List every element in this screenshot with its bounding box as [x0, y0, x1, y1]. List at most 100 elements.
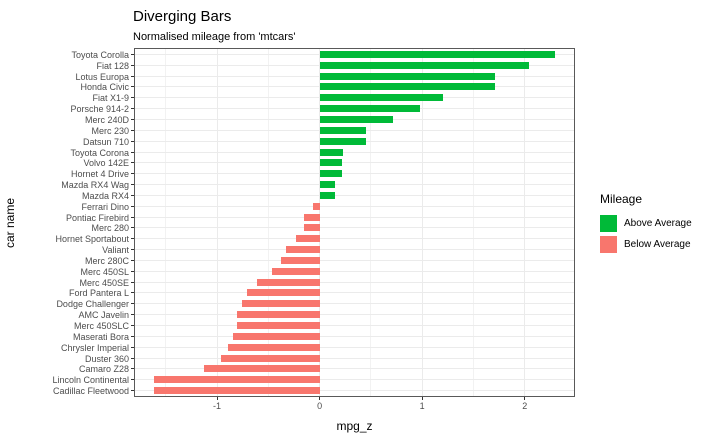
y-tick — [131, 303, 134, 305]
y-label: Fiat 128 — [96, 60, 129, 71]
y-label: Honda Civic — [80, 82, 129, 93]
bar-merc-280c — [280, 256, 320, 264]
category-gridline — [135, 173, 574, 175]
category-gridline — [135, 194, 574, 196]
y-label: Mazda RX4 — [81, 190, 129, 201]
bar-datsun-710 — [319, 137, 366, 145]
y-label: Cadillac Fleetwood — [52, 386, 129, 397]
y-tick — [131, 335, 134, 337]
y-tick — [131, 173, 134, 175]
y-label: Datsun 710 — [82, 136, 129, 147]
bar-volvo-142e — [319, 159, 343, 167]
y-tick — [131, 118, 134, 120]
bar-toyota-corolla — [319, 50, 555, 58]
legend-label: Below Average — [624, 239, 691, 250]
bar-hornet-sportabout — [296, 235, 320, 243]
y-label: Fiat X1-9 — [92, 93, 129, 104]
bar-merc-450slc — [236, 322, 320, 330]
y-label: Ferrari Dino — [81, 201, 129, 212]
bar-fiat-128 — [319, 61, 529, 69]
y-tick — [131, 194, 134, 196]
bar-valiant — [285, 246, 320, 254]
y-tick — [131, 346, 134, 348]
bar-mazda-rx4-wag — [319, 181, 335, 189]
minor-gridline — [370, 49, 372, 396]
category-gridline — [135, 151, 574, 153]
bar-ford-pantera-l — [246, 289, 320, 297]
x-tick — [524, 397, 526, 400]
legend-label: Above Average — [624, 218, 692, 229]
y-tick — [131, 86, 134, 88]
category-gridline — [135, 227, 574, 229]
legend-swatch — [600, 236, 617, 253]
major-gridline — [421, 49, 423, 396]
y-tick — [131, 357, 134, 359]
y-label: Hornet 4 Drive — [70, 169, 129, 180]
bar-cadillac-fleetwood — [154, 387, 320, 395]
chart-subtitle: Normalised mileage from 'mtcars' — [133, 31, 296, 43]
bar-merc-280 — [304, 224, 320, 232]
x-tick-label: -1 — [213, 401, 222, 411]
major-gridline — [524, 49, 526, 396]
x-tick — [216, 397, 218, 400]
y-label: Porsche 914-2 — [70, 104, 129, 115]
y-label: Merc 450SL — [80, 266, 129, 277]
x-tick — [421, 397, 423, 400]
bar-amc-javelin — [236, 311, 320, 319]
y-label: Pontiac Firebird — [65, 212, 129, 223]
bar-chrysler-imperial — [228, 343, 320, 351]
y-label: Hornet Sportabout — [55, 234, 129, 245]
bar-camaro-z28 — [203, 365, 320, 373]
bar-mazda-rx4 — [319, 191, 335, 199]
category-gridline — [135, 205, 574, 207]
y-label: Maserati Bora — [72, 331, 129, 342]
minor-gridline — [165, 49, 167, 396]
bar-merc-450sl — [272, 267, 320, 275]
y-tick — [131, 151, 134, 153]
y-label: Ford Pantera L — [68, 288, 129, 299]
y-label: Merc 280C — [84, 255, 129, 266]
category-gridline — [135, 390, 574, 392]
y-tick — [131, 379, 134, 381]
y-tick — [131, 75, 134, 77]
legend-item: Above Average — [600, 215, 718, 232]
y-tick — [131, 205, 134, 207]
y-label: Chrysler Imperial — [60, 342, 129, 353]
y-tick — [131, 108, 134, 110]
category-gridline — [135, 303, 574, 305]
category-gridline — [135, 238, 574, 240]
chart-title: Diverging Bars — [133, 8, 232, 25]
category-gridline — [135, 335, 574, 337]
y-tick — [131, 292, 134, 294]
x-tick — [319, 397, 321, 400]
y-label: Duster 360 — [84, 353, 129, 364]
y-tick — [131, 140, 134, 142]
y-tick — [131, 53, 134, 55]
bar-duster-360 — [221, 354, 320, 362]
y-tick — [131, 249, 134, 251]
bar-dodge-challenger — [241, 300, 320, 308]
category-gridline — [135, 216, 574, 218]
bar-lotus-europa — [319, 72, 496, 80]
bar-merc-240d — [319, 115, 394, 123]
y-tick — [131, 259, 134, 261]
bar-merc-230 — [319, 126, 366, 134]
legend-swatch — [600, 215, 617, 232]
category-gridline — [135, 259, 574, 261]
category-gridline — [135, 162, 574, 164]
y-label: AMC Javelin — [78, 310, 129, 321]
bar-hornet-4-drive — [319, 170, 343, 178]
y-axis-labels: Toyota Corolla Fiat 128 Lotus Europa Honda … — [0, 49, 129, 396]
y-label: Merc 230 — [91, 125, 129, 136]
category-gridline — [135, 357, 574, 359]
legend: Mileage Above Average Below Average — [600, 192, 718, 257]
y-tick — [131, 97, 134, 99]
bar-pontiac-firebird — [304, 213, 320, 221]
minor-gridline — [472, 49, 474, 396]
y-tick — [131, 270, 134, 272]
plot-panel — [134, 48, 575, 397]
category-gridline — [135, 270, 574, 272]
y-tick — [131, 184, 134, 186]
category-gridline — [135, 368, 574, 370]
legend-item: Below Average — [600, 236, 718, 253]
